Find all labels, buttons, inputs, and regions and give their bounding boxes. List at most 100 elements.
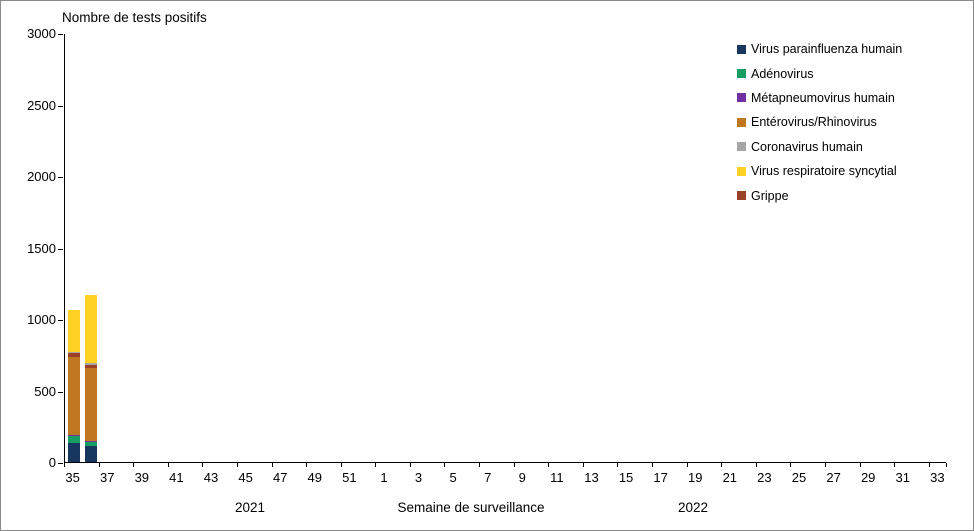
x-axis-tick [755,463,757,467]
y-axis-tick-label: 1500 [27,240,56,256]
legend-swatch [737,142,746,152]
x-axis-tick [582,463,584,467]
legend-item-label: Entérovirus/Rhinovirus [751,115,877,130]
bar-segment [67,356,80,435]
legend-swatch [737,166,746,176]
y-axis-tick [58,320,63,321]
x-axis-tick [340,463,342,467]
x-axis-tick-label: 5 [449,470,457,485]
x-axis-tick-label: 27 [826,470,841,485]
x-axis-tick-label: 21 [722,470,738,485]
bar-segment [67,443,80,462]
y-axis-tick-label: 1000 [27,312,56,327]
plot-area [64,34,946,463]
bar-segment [67,310,80,352]
x-axis-tick [444,463,446,467]
y-axis-tick [58,248,63,250]
x-axis-tick-label: 13 [584,470,599,485]
y-axis-tick [58,463,63,464]
x-axis-tick [721,463,723,467]
y-axis-tick-label: 0 [48,455,56,470]
x-axis-tick-label: 49 [307,470,322,485]
x-axis-tick-label: 11 [550,470,564,485]
x-axis-tick [928,463,930,467]
y-axis-tick-label: 3000 [27,26,56,41]
x-axis-tick-label: 17 [653,470,668,485]
x-axis-tick-label: 29 [860,470,876,485]
x-axis-tick-label: 9 [518,470,526,485]
bar-segment [67,434,80,436]
x-axis-tick [409,463,411,467]
legend-item: Adénovirus [737,61,902,85]
legend-item-label: Virus parainfluenza humain [751,42,903,57]
legend-item: Grippe [737,183,902,207]
legend: Virus parainfluenza humain Adénovirus Méta… [737,37,902,208]
x-axis-tick [513,463,515,467]
x-axis-year-2022: 2022 [677,500,709,515]
legend-item-label: Virus respiratoire syncytial [751,164,897,179]
bar-segment [84,367,97,441]
y-axis-tick [58,391,63,393]
legend-item-label: Adénovirus [751,66,814,81]
legend-swatch [737,44,746,54]
y-axis-tick-label: 2000 [27,169,56,184]
legend-item-label: Métapneumovirus humain [751,90,895,105]
x-axis-tick [946,463,947,467]
x-axis-tick [617,463,619,467]
x-axis-tick-label: 19 [688,470,703,485]
y-axis-tick [58,34,63,35]
x-axis-tick-label: 41 [169,470,184,485]
x-axis-tick-label: 7 [484,470,492,485]
x-axis-tick-label: 31 [895,470,910,485]
x-axis-year-2021: 2021 [234,500,266,515]
legend-item: Entérovirus/Rhinovirus [737,110,902,134]
legend-swatch [737,191,746,201]
bar-segment [84,363,97,366]
x-axis-tick [202,463,204,467]
x-axis-tick [133,463,135,467]
x-axis-tick [824,463,826,467]
legend-swatch [737,93,746,103]
x-axis-tick [479,463,481,467]
x-axis-tick [306,463,308,467]
x-axis-tick-label: 37 [100,470,115,485]
x-axis-tick [652,463,653,467]
x-axis-title: Semaine de surveillance [397,500,545,515]
legend-item-label: Grippe [751,188,789,203]
x-axis-tick-label: 33 [930,470,945,485]
x-axis-tick [686,463,688,467]
x-axis-tick-label: 25 [791,470,807,485]
x-axis-tick-label: 39 [134,470,150,485]
x-axis-tick [375,463,377,467]
x-axis-tick [548,463,550,467]
x-axis-tick [64,463,65,467]
x-axis-tick [236,463,238,467]
legend-swatch [737,69,746,79]
bar-segment [67,353,80,357]
x-axis-tick-label: 47 [272,470,288,485]
x-axis-tick [894,463,896,467]
legend-item-label: Coronavirus humain [751,139,863,154]
legend-item: Coronavirus humain [737,135,902,159]
y-axis-tick-label: 2500 [27,97,56,113]
y-axis-tick [58,105,63,107]
x-axis-tick-label: 35 [65,470,80,485]
bar-segment [84,440,97,442]
x-axis-tick [859,463,861,467]
y-axis-tick-label: 500 [34,383,56,399]
x-axis-tick [98,463,100,467]
x-axis-tick-label: 45 [238,470,253,485]
x-axis-tick [790,463,792,467]
bar-segment [84,441,97,447]
x-axis-tick-label: 51 [342,470,357,485]
x-axis-tick-label: 15 [618,470,634,485]
bar-segment [84,446,97,462]
legend-item: Virus respiratoire syncytial [737,159,902,183]
legend-swatch [737,117,746,127]
x-axis-tick-label: 43 [203,470,219,485]
bar-segment [84,294,97,364]
x-axis-tick [167,463,169,467]
bar-segment [67,351,80,354]
legend-item: Virus parainfluenza humain [737,37,902,61]
x-axis-tick-label: 1 [380,470,388,485]
